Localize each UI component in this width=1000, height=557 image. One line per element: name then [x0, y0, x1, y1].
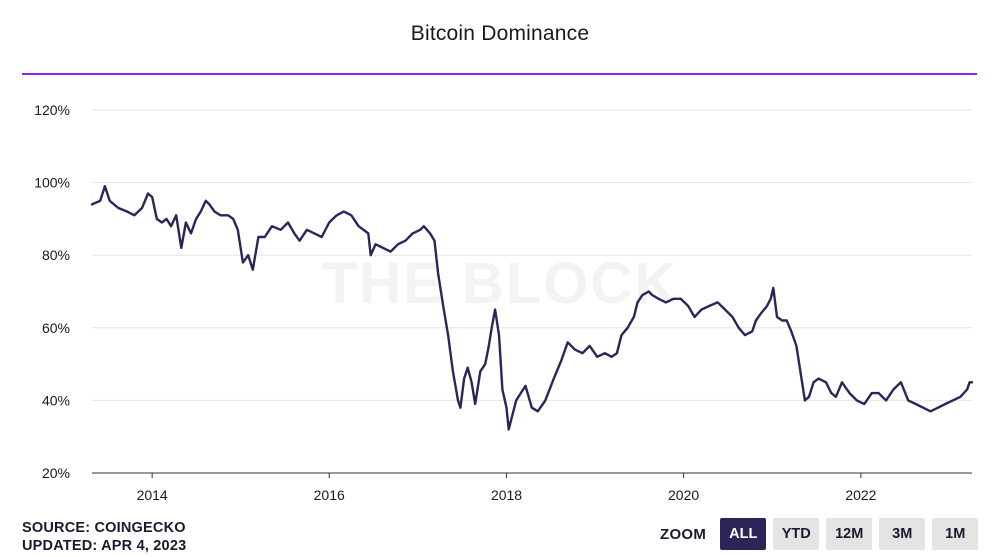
dominance-series-line — [90, 185, 974, 431]
zoom-3m-button[interactable]: 3M — [879, 518, 926, 550]
watermark-logo: THE BLOCK — [320, 250, 680, 317]
x-tick-label: 2016 — [314, 487, 345, 503]
title-divider — [22, 73, 977, 75]
zoom-1m-button[interactable]: 1M — [932, 518, 979, 550]
x-tick-label: 2022 — [845, 487, 876, 503]
x-tick-label: 2018 — [491, 487, 522, 503]
zoom-12m-button[interactable]: 12M — [826, 518, 873, 550]
x-tick-label: 2020 — [668, 487, 699, 503]
y-tick-label: 60% — [42, 320, 70, 336]
zoom-ytd-button[interactable]: YTD — [773, 518, 820, 550]
x-tick-label: 2014 — [137, 487, 168, 503]
y-tick-label: 80% — [42, 247, 70, 263]
zoom-label: ZOOM — [660, 525, 707, 543]
y-tick-label: 20% — [42, 465, 70, 481]
y-tick-label: 120% — [34, 102, 70, 118]
zoom-all-button[interactable]: ALL — [720, 518, 767, 550]
y-tick-label: 40% — [42, 392, 70, 408]
source-text: SOURCE: COINGECKO — [22, 520, 186, 536]
y-tick-label: 100% — [34, 175, 70, 191]
updated-text: UPDATED: APR 4, 2023 — [22, 538, 187, 554]
zoom-controls: ZOOM ALL YTD 12M 3M 1M — [660, 518, 979, 550]
source-footer: SOURCE: COINGECKO UPDATED: APR 4, 2023 — [22, 519, 186, 555]
chart-title: Bitcoin Dominance — [410, 22, 590, 45]
